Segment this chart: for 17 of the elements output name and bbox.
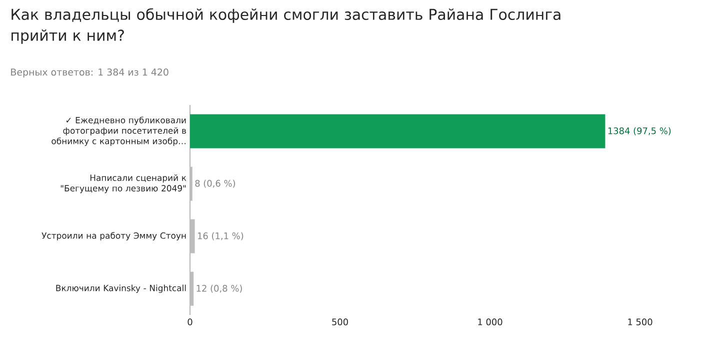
bar bbox=[190, 114, 606, 148]
text: Верных ответов: 1 384 из 1 420 bbox=[11, 68, 168, 78]
data-label: 1384 (97,5 %) bbox=[608, 127, 671, 136]
data-label: 8 (0,6 %) bbox=[195, 180, 235, 188]
y-tick-label: Устроили на работу Эмму Стоун bbox=[42, 232, 186, 240]
y-tick-label: Написали сценарий к "Бегущему по лезвию 2049" bbox=[60, 174, 186, 194]
x-tick-label: 500 bbox=[332, 318, 348, 326]
data-label: 12 (0,8 %) bbox=[196, 284, 242, 293]
chart-title: Как владельцы обычной кофейни смогли заставить Райана Гослинга прийти к ним? bbox=[12, 8, 560, 44]
bar bbox=[190, 219, 195, 254]
data-label: 16 (1,1 %) bbox=[198, 232, 244, 240]
x-tick-label: 1 500 bbox=[628, 318, 652, 326]
x-tick-label: 1 000 bbox=[478, 318, 502, 326]
y-tick-label: ✓ Ежедневно публиковали фотографии посетителей в обнимку с картонным изобр… bbox=[52, 116, 186, 146]
x-tick-label: 0 bbox=[188, 318, 192, 326]
bar bbox=[190, 272, 194, 306]
y-tick-label: Включили Kavinsky - Nightcall bbox=[56, 284, 186, 293]
